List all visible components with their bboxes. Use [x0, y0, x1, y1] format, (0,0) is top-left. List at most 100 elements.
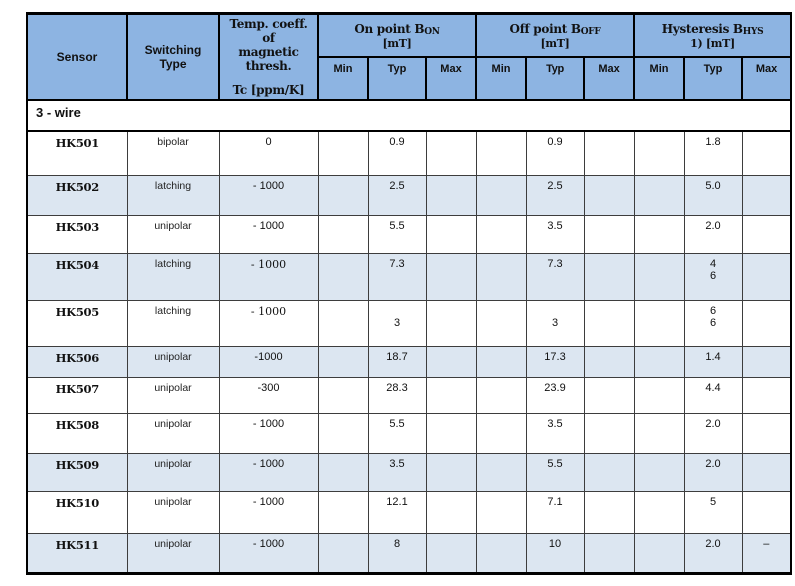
cell-hys-max: [741, 376, 793, 414]
cell-off-min: [475, 345, 527, 378]
cell-hys-max: [741, 130, 793, 176]
cell-off-max: [583, 299, 635, 347]
header-on-typ: Typ: [367, 56, 427, 101]
cell-switching-type: latching: [126, 252, 220, 301]
header-off-max: Max: [583, 56, 636, 101]
cell-off-typ: 10: [525, 532, 585, 574]
cell-on-max: [425, 412, 477, 454]
cell-hys-max: [741, 490, 793, 534]
cell-off-max: [583, 174, 635, 216]
cell-off-max: [583, 214, 635, 254]
cell-hys-typ: 1.4: [683, 345, 743, 378]
cell-off-max: [583, 490, 635, 534]
cell-hys-min: [633, 130, 685, 176]
cell-hys-min: [633, 452, 685, 492]
cell-on-max: [425, 130, 477, 176]
header-sensor: Sensor: [26, 12, 128, 101]
header-on-point-unit: [mT]: [382, 36, 412, 50]
cell-off-typ: 5.5: [525, 452, 585, 492]
cell-hys-typ: 5.0: [683, 174, 743, 216]
header-off-point: Off point BOFF [mT]: [475, 12, 636, 58]
table-row: HK502 latching - 1000 2.5 2.5 5.0: [26, 174, 793, 216]
cell-off-typ: 3: [525, 299, 585, 347]
sensor-spec-table: Sensor Switching Type Temp. coeff. of ma…: [25, 12, 793, 575]
header-hys-max: Max: [741, 56, 793, 101]
cell-on-min: [317, 130, 369, 176]
cell-on-max: [425, 532, 477, 574]
cell-off-min: [475, 490, 527, 534]
table-row: HK503 unipolar - 1000 5.5 3.5 2.0: [26, 214, 793, 254]
cell-tc: 0: [218, 130, 319, 176]
cell-switching-type: bipolar: [126, 130, 220, 176]
cell-hys-max: [741, 252, 793, 301]
header-temp-coeff-unit: Tc [ppm/K]: [232, 83, 305, 97]
table-row: HK504 latching - 1000 7.3 7.3 4 6: [26, 252, 793, 301]
cell-on-min: [317, 490, 369, 534]
table-header: Sensor Switching Type Temp. coeff. of ma…: [26, 12, 793, 101]
cell-on-typ: 7.3: [367, 252, 427, 301]
cell-off-min: [475, 299, 527, 347]
table-row: HK511 unipolar - 1000 8 10 2.0–: [26, 532, 793, 574]
cell-off-typ: 23.9: [525, 376, 585, 414]
header-hysteresis-sub: HYS: [742, 26, 764, 37]
table-row: HK507 unipolar -300 28.3 23.9 4.4: [26, 376, 793, 414]
cell-off-max: [583, 130, 635, 176]
cell-off-typ: 0.9: [525, 130, 585, 176]
cell-on-min: [317, 345, 369, 378]
header-on-max: Max: [424, 56, 478, 101]
header-min-typ-max-row: Min Typ Max Min Typ Max Min Typ Max: [27, 56, 793, 101]
cell-switching-type: unipolar: [126, 412, 220, 454]
cell-hys-max: [741, 299, 793, 347]
cell-sensor: HK510: [26, 490, 128, 534]
cell-sensor: HK506: [26, 345, 128, 378]
header-off-point-sub: OFF: [580, 26, 601, 37]
table-row: HK510 unipolar - 1000 12.1 7.1 5: [26, 490, 793, 534]
cell-hys-min: [633, 412, 685, 454]
cell-hys-max: [741, 412, 793, 454]
cell-tc: - 1000: [218, 299, 319, 347]
cell-on-typ: 18.7: [367, 345, 427, 378]
cell-hys-min: [633, 214, 685, 254]
cell-on-typ: 5.5: [367, 214, 427, 254]
cell-on-min: [317, 214, 369, 254]
cell-sensor: HK502: [26, 174, 128, 216]
cell-off-typ: 3.5: [525, 412, 585, 454]
cell-on-typ: 3.5: [367, 452, 427, 492]
cell-off-max: [583, 412, 635, 454]
cell-sensor: HK501: [26, 130, 128, 176]
cell-switching-type: unipolar: [126, 345, 220, 378]
cell-hys-typ: 6 6: [683, 299, 743, 347]
header-on-min: Min: [317, 56, 369, 101]
header-off-point-label: Off point B: [509, 21, 582, 36]
cell-hys-typ: 2.0: [683, 532, 743, 574]
cell-switching-type: latching: [126, 174, 220, 216]
cell-sensor: HK503: [26, 214, 128, 254]
cell-off-max: [583, 376, 635, 414]
cell-off-min: [475, 130, 527, 176]
cell-tc: - 1000: [218, 214, 319, 254]
cell-switching-type: unipolar: [126, 490, 220, 534]
header-temp-coeff: Temp. coeff. of magnetic thresh. Tc [ppm…: [218, 12, 319, 101]
cell-tc: -1000: [218, 345, 319, 378]
cell-off-max: [583, 532, 635, 574]
header-group-row: Sensor Switching Type Temp. coeff. of ma…: [26, 12, 793, 101]
cell-on-typ: 2.5: [367, 174, 427, 216]
cell-on-min: [317, 376, 369, 414]
cell-off-typ: 2.5: [525, 174, 585, 216]
cell-on-max: [425, 174, 477, 216]
section-label: 3 - wire: [25, 99, 793, 132]
cell-off-max: [583, 452, 635, 492]
header-on-point-label: On point B: [354, 21, 425, 36]
cell-off-min: [475, 532, 527, 574]
cell-off-typ: 7.3: [525, 252, 585, 301]
cell-hys-typ: 2.0: [683, 214, 743, 254]
cell-on-min: [317, 252, 369, 301]
cell-hys-max: [741, 345, 793, 378]
cell-hys-typ: 2.0: [683, 412, 743, 454]
cell-sensor: HK508: [26, 412, 128, 454]
cell-hys-min: [633, 490, 685, 534]
cell-off-min: [475, 412, 527, 454]
header-hysteresis-label: Hysteresis B: [661, 21, 743, 36]
cell-on-max: [425, 252, 477, 301]
cell-hys-typ: 2.0: [683, 452, 743, 492]
